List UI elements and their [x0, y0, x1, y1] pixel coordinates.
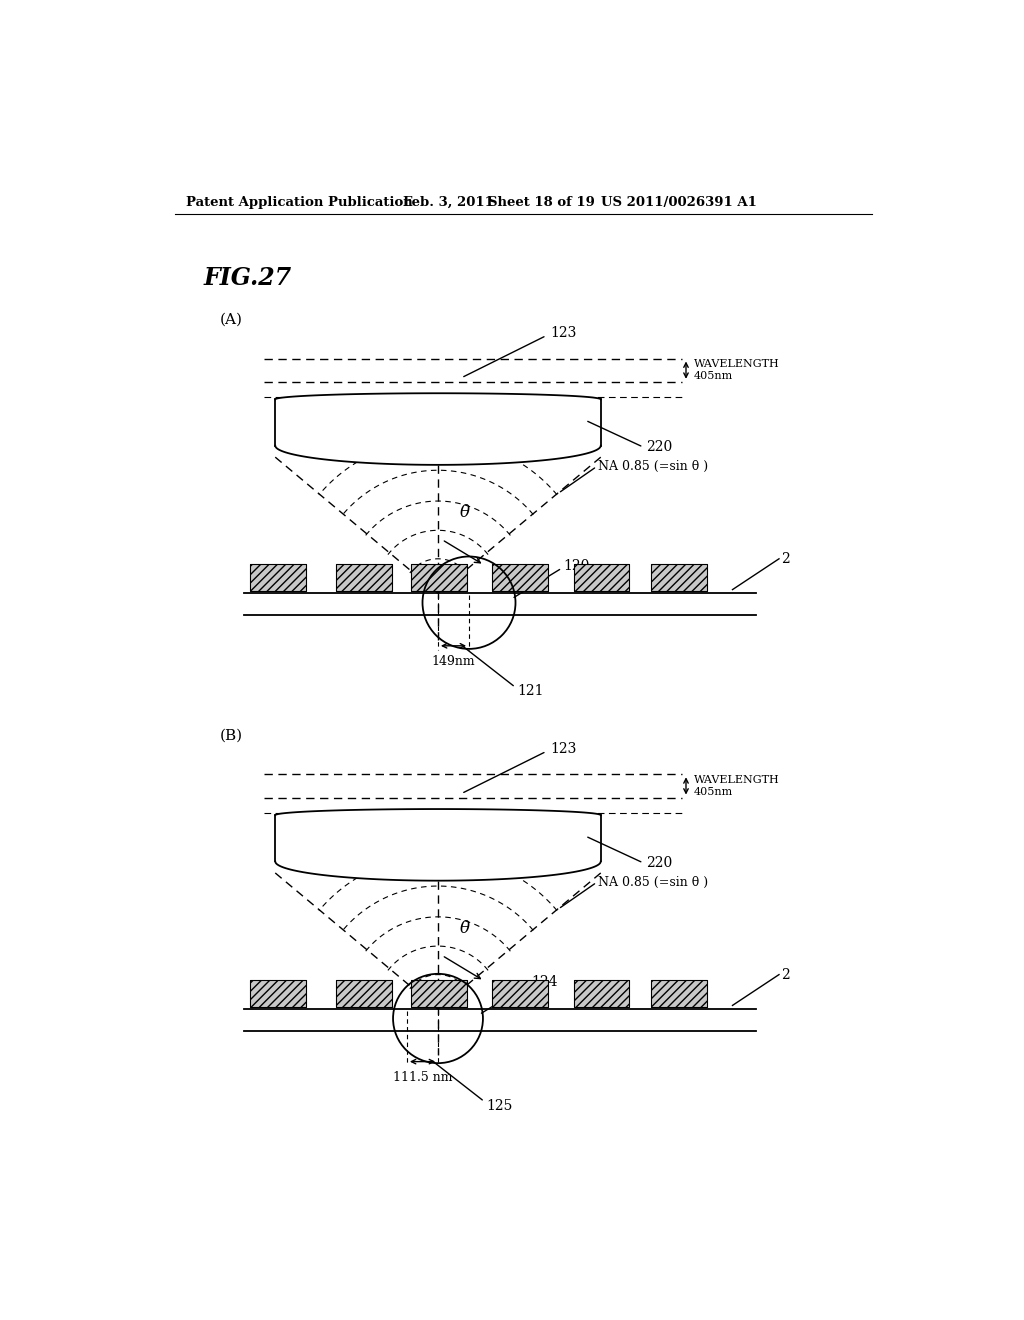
- Text: WAVELENGTH
405nm: WAVELENGTH 405nm: [693, 359, 779, 381]
- Bar: [251, 979, 306, 1007]
- Bar: [651, 979, 707, 1007]
- Text: 220: 220: [646, 855, 672, 870]
- Bar: [493, 979, 548, 1007]
- Text: US 2011/0026391 A1: US 2011/0026391 A1: [601, 195, 757, 209]
- Text: 220: 220: [646, 440, 672, 454]
- Text: 124: 124: [531, 974, 557, 989]
- Text: Sheet 18 of 19: Sheet 18 of 19: [488, 195, 595, 209]
- Bar: [411, 979, 467, 1007]
- Text: NA 0.85 (=sin θ ): NA 0.85 (=sin θ ): [598, 459, 709, 473]
- Text: Patent Application Publication: Patent Application Publication: [186, 195, 413, 209]
- Bar: [493, 564, 548, 591]
- Text: (A): (A): [219, 313, 243, 326]
- Text: 120: 120: [563, 558, 590, 573]
- Text: (B): (B): [219, 729, 243, 742]
- Text: 111.5 nm: 111.5 nm: [393, 1071, 453, 1084]
- Bar: [336, 979, 391, 1007]
- Text: NA 0.85 (=sin θ ): NA 0.85 (=sin θ ): [598, 875, 709, 888]
- Polygon shape: [275, 393, 601, 465]
- Text: 123: 123: [550, 742, 577, 756]
- Text: θ: θ: [460, 504, 470, 521]
- Text: WAVELENGTH
405nm: WAVELENGTH 405nm: [693, 775, 779, 797]
- Text: θ: θ: [460, 920, 470, 937]
- Bar: [251, 564, 306, 591]
- Polygon shape: [275, 809, 601, 880]
- Text: 121: 121: [517, 684, 544, 698]
- Text: FIG.27: FIG.27: [204, 265, 292, 290]
- Bar: [336, 564, 391, 591]
- Text: 125: 125: [486, 1098, 512, 1113]
- Bar: [651, 564, 707, 591]
- Text: 2: 2: [781, 968, 791, 982]
- Text: 2: 2: [781, 552, 791, 566]
- Text: 149nm: 149nm: [432, 655, 475, 668]
- Bar: [573, 979, 630, 1007]
- Bar: [573, 564, 630, 591]
- Text: 123: 123: [550, 326, 577, 341]
- Text: Feb. 3, 2011: Feb. 3, 2011: [403, 195, 494, 209]
- Bar: [411, 564, 467, 591]
